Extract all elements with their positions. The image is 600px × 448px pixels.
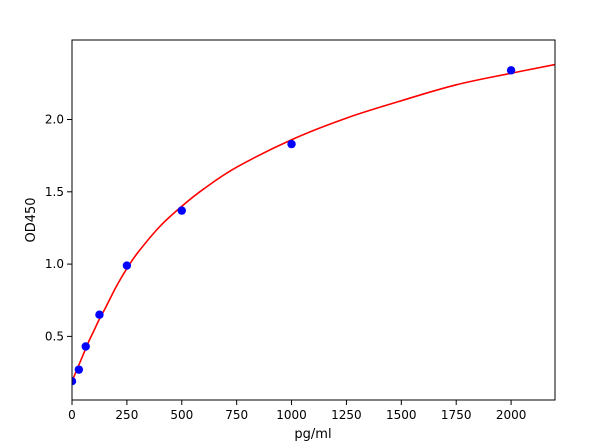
data-point xyxy=(74,365,84,374)
x-tick-label: 1000 xyxy=(276,408,307,422)
data-point xyxy=(287,139,296,149)
x-tick-label: 0 xyxy=(68,408,76,422)
fitted-curve xyxy=(72,63,555,382)
y-tick-label: 1.0 xyxy=(45,257,64,271)
x-tick-label: 2000 xyxy=(496,408,527,422)
x-axis: 0 250 500 750 1000 1250 1500 1750 2000 xyxy=(68,400,526,422)
data-point xyxy=(81,342,90,351)
y-axis: 0.5 1.0 1.5 2.0 xyxy=(45,113,72,343)
x-tick-label: 1250 xyxy=(331,408,362,422)
x-tick-label: 1500 xyxy=(386,408,417,422)
x-tick-label: 250 xyxy=(115,408,138,422)
y-axis-label: OD450 xyxy=(24,197,39,242)
x-tick-label: 750 xyxy=(225,408,248,422)
data-point xyxy=(95,310,104,319)
y-tick-label: 2.0 xyxy=(45,113,64,127)
data-point xyxy=(72,377,77,386)
x-tick-label: 1750 xyxy=(441,408,472,422)
x-tick-label: 500 xyxy=(170,408,193,422)
y-tick-label: 0.5 xyxy=(45,329,64,343)
data-point xyxy=(506,66,516,75)
plot-frame xyxy=(71,39,556,401)
y-tick-label: 1.5 xyxy=(45,185,64,199)
x-axis-label: pg/ml xyxy=(294,427,331,442)
data-point xyxy=(122,261,132,270)
data-point xyxy=(177,206,186,215)
